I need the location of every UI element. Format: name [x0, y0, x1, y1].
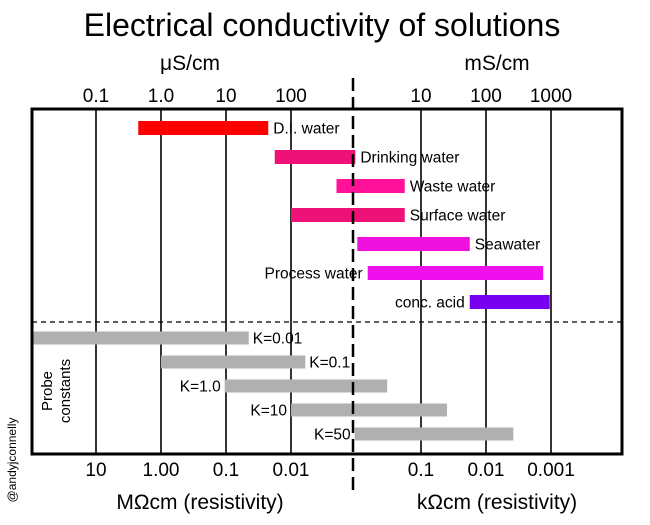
bar-d-i-water	[138, 121, 269, 135]
bar-surface-water	[291, 208, 405, 222]
bar-process-water	[367, 266, 544, 280]
probe-constant-bars: K=0.01 K=0.1 K=1.0 K=10 K=50	[32, 331, 514, 444]
top-tick-label: 1000	[530, 86, 572, 107]
probe-label-line-1: Probe	[39, 371, 56, 411]
bar-label: Seawater	[475, 237, 540, 254]
top-tick-label: 10	[410, 86, 431, 107]
top-tick-label: 100	[470, 86, 502, 107]
probe-bar-k-1-0	[224, 379, 388, 393]
sample-bars: D.I. water Drinking water Waste water Surfa…	[138, 121, 550, 312]
probe-bar-label: K=10	[250, 403, 287, 420]
gridlines	[95, 109, 552, 454]
bottom-tick-label: 10	[85, 460, 106, 481]
probe-bar-label: K=0.01	[253, 331, 303, 348]
bar-label: Waste water	[410, 179, 496, 196]
bar-drinking-water	[274, 150, 356, 164]
probe-bar-k-0-1	[161, 355, 306, 369]
bottom-tick-label: 0.01	[468, 460, 505, 481]
probe-bar-label: K=50	[314, 427, 351, 444]
probe-bar-k-0-01	[32, 331, 249, 345]
bar-label: Drinking water	[360, 150, 459, 167]
bar-label: D.I. water	[273, 121, 339, 138]
probe-constants-label: Probe constants	[39, 359, 74, 423]
probe-bar-label: K=0.1	[309, 355, 350, 372]
bar-seawater	[357, 237, 470, 251]
top-tick-label: 10	[215, 86, 236, 107]
top-right-unit: mS/cm	[464, 52, 529, 75]
bottom-tick-label: 0.01	[273, 460, 310, 481]
top-tick-label: 100	[275, 86, 307, 107]
bottom-right-label: kΩcm (resistivity)	[417, 491, 577, 514]
top-tick-label: 1.0	[148, 86, 174, 107]
bar-label: Process water	[264, 266, 362, 283]
bottom-tick-label: 1.00	[143, 460, 180, 481]
bottom-axis-ticks: 10 1.00 0.1 0.01 0.1 0.01 0.001	[85, 460, 574, 481]
top-left-unit: μS/cm	[160, 52, 220, 75]
bottom-tick-label: 0.001	[527, 460, 575, 481]
author-credit: @andyjconnelly	[5, 418, 19, 503]
bar-label: conc. acid	[395, 295, 465, 312]
top-axis-ticks: 0.1 1.0 10 100 10 1000 100	[83, 86, 572, 107]
top-tick-label: 0.1	[83, 86, 109, 107]
probe-bar-k-10	[291, 403, 447, 417]
bar-conc-acid	[469, 295, 550, 309]
bottom-tick-label: 0.1	[408, 460, 434, 481]
bottom-left-label: MΩcm (resistivity)	[116, 491, 283, 514]
bottom-tick-label: 0.1	[213, 460, 239, 481]
probe-bar-k-50	[354, 427, 514, 441]
probe-bar-label: K=1.0	[180, 379, 221, 396]
chart-title: Electrical conductivity of solutions	[84, 7, 561, 43]
bar-waste-water	[336, 179, 405, 193]
bar-label: Surface water	[410, 208, 506, 225]
plot-frame	[30, 107, 624, 456]
probe-label-line-2: constants	[57, 359, 74, 423]
